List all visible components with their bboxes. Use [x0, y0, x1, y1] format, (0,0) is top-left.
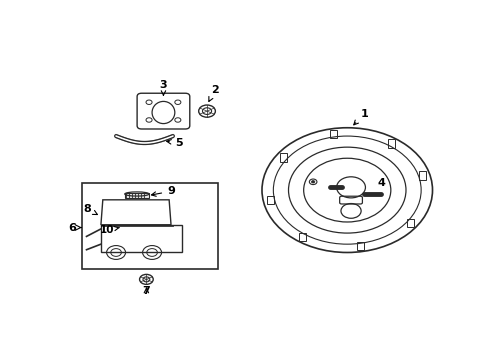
Text: 8: 8	[83, 204, 97, 215]
Circle shape	[311, 181, 314, 183]
Text: 5: 5	[166, 138, 182, 148]
Bar	[82, 183, 218, 269]
Text: 6: 6	[68, 222, 76, 233]
Text: 10: 10	[99, 225, 119, 235]
Text: 4: 4	[377, 178, 385, 188]
Text: 2: 2	[208, 85, 218, 102]
Text: 9: 9	[151, 186, 175, 196]
Text: 7: 7	[142, 286, 150, 296]
Bar	[101, 225, 182, 252]
Bar	[124, 193, 149, 198]
Text: 1: 1	[353, 109, 367, 125]
Text: 3: 3	[159, 80, 167, 95]
